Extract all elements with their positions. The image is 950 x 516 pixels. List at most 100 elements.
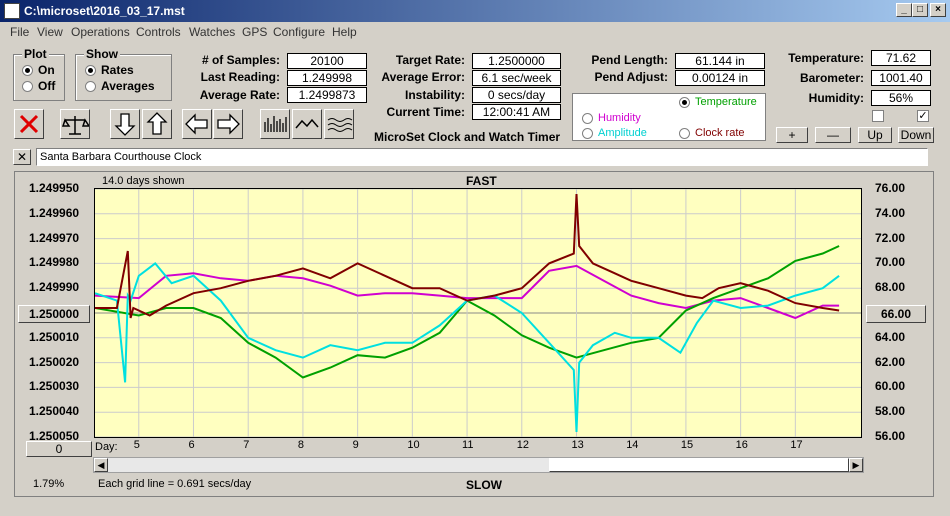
series-temperature xyxy=(94,245,840,379)
right-tick-label: 70.00 xyxy=(875,255,906,270)
pend-length-value: 61.144 in xyxy=(675,53,765,69)
window-title: C:\microset\2016_03_17.mst xyxy=(24,4,185,18)
arrow-down-button[interactable] xyxy=(110,109,140,139)
x-tick-label: 6 xyxy=(188,439,195,451)
wave-view-button[interactable] xyxy=(324,109,354,139)
barometer-value: 1001.40 xyxy=(871,70,931,86)
percent-label: 1.79% xyxy=(33,478,65,490)
stop-button[interactable] xyxy=(14,109,44,139)
scroll-thumb[interactable] xyxy=(549,458,849,472)
arrow-right-icon xyxy=(217,113,240,135)
plot-off-radio[interactable] xyxy=(22,81,33,92)
x-tick-label: 9 xyxy=(352,439,359,451)
arrow-up-button[interactable] xyxy=(142,109,172,139)
scroll-right-icon[interactable]: ▶ xyxy=(849,458,863,472)
left-tick-label: 1.250050 xyxy=(29,429,80,443)
minimize-button[interactable]: _ xyxy=(896,3,912,17)
pend-length-label: Pend Length: xyxy=(591,53,668,67)
amplitude-radio[interactable] xyxy=(582,128,593,139)
minus-button[interactable]: — xyxy=(815,127,851,143)
horizontal-scrollbar[interactable]: ◀ ▶ xyxy=(93,457,864,473)
plot-group-title: Plot xyxy=(22,47,49,61)
app-icon xyxy=(4,3,20,19)
menu-operations[interactable]: Operations xyxy=(71,25,130,39)
average-rate-label: Average Rate: xyxy=(199,88,280,102)
menu-watches[interactable]: Watches xyxy=(189,25,236,39)
show-group-title: Show xyxy=(84,47,120,61)
humidity-label: Humidity: xyxy=(808,91,864,105)
show-rates-radio[interactable] xyxy=(85,65,96,76)
plot-on-label: On xyxy=(38,63,55,77)
temperature-radio[interactable] xyxy=(679,97,690,108)
average-error-value: 6.1 sec/week xyxy=(472,70,561,86)
chart-svg xyxy=(94,188,861,438)
menu-gps[interactable]: GPS xyxy=(242,25,268,39)
menu-view[interactable]: View xyxy=(37,25,63,39)
show-averages-label: Averages xyxy=(101,79,155,93)
clear-name-button[interactable]: ✕ xyxy=(13,149,31,165)
arrow-down-icon xyxy=(114,113,136,136)
days-shown-label: 14.0 days shown xyxy=(102,175,185,187)
humidity-value: 56% xyxy=(871,90,931,106)
clock-rate-radio[interactable] xyxy=(679,128,690,139)
samples-label: # of Samples: xyxy=(201,53,280,67)
line-chart-icon xyxy=(295,118,319,129)
close-window-button[interactable]: × xyxy=(930,3,946,17)
maximize-button[interactable]: □ xyxy=(912,3,928,17)
right-tick-label: 62.00 xyxy=(875,354,906,369)
show-group: Show xyxy=(75,47,172,101)
show-rates-label: Rates xyxy=(101,63,134,77)
right-tick-label: 72.00 xyxy=(875,230,906,245)
instability-value: 0 secs/day xyxy=(472,87,561,103)
center-right-button[interactable]: 66.00 xyxy=(866,305,926,323)
center-left-button[interactable]: 1.250000 xyxy=(18,305,90,323)
slow-label: SLOW xyxy=(466,478,502,492)
left-tick-label: 1.250040 xyxy=(29,404,80,419)
left-checkbox[interactable] xyxy=(872,110,884,122)
left-tick-label: 1.250010 xyxy=(29,329,80,344)
x-tick-label: 16 xyxy=(735,439,748,451)
balance-scale-icon xyxy=(61,116,91,135)
chart-frame xyxy=(14,171,934,497)
left-tick-label: 1.249980 xyxy=(29,255,80,270)
temperature-label: Temperature: xyxy=(788,51,864,65)
humidity-option: Humidity xyxy=(598,112,641,124)
fast-label: FAST xyxy=(466,174,497,188)
line-view-button[interactable] xyxy=(292,109,322,139)
clock-name-field[interactable]: Santa Barbara Courthouse Clock xyxy=(36,148,928,166)
menu-controls[interactable]: Controls xyxy=(136,25,181,39)
app-caption: MicroSet Clock and Watch Timer xyxy=(374,130,561,144)
x-tick-label: 14 xyxy=(626,439,639,451)
temperature-option: Temperature xyxy=(695,96,757,108)
average-error-label: Average Error: xyxy=(381,70,465,84)
x-tick-label: 7 xyxy=(243,439,250,451)
menu-configure[interactable]: Configure xyxy=(273,25,326,39)
arrow-right-button[interactable] xyxy=(213,109,243,139)
right-tick-label: 60.00 xyxy=(875,379,906,394)
plot-on-radio[interactable] xyxy=(22,65,33,76)
series-selector: Temperature Humidity Amplitude Clock rat… xyxy=(572,93,766,141)
x-tick-label: 15 xyxy=(680,439,694,451)
zero-button[interactable]: 0 xyxy=(26,441,92,457)
series-clock-rate xyxy=(95,193,840,319)
samples-value: 20100 xyxy=(287,53,367,69)
menu-file[interactable]: File xyxy=(10,25,30,39)
right-checkbox[interactable]: ✓ xyxy=(917,110,929,122)
balance-button[interactable] xyxy=(60,109,91,139)
up-button[interactable]: Up xyxy=(858,127,892,143)
last-reading-value: 1.249998 xyxy=(287,70,367,86)
right-tick-label: 74.00 xyxy=(875,205,906,220)
scroll-left-icon[interactable]: ◀ xyxy=(94,458,108,472)
left-tick-label: 1.249990 xyxy=(29,280,80,295)
x-tick-label: 5 xyxy=(133,439,140,451)
plus-button[interactable]: + xyxy=(776,127,808,143)
down-button[interactable]: Down xyxy=(898,127,934,143)
menu-help[interactable]: Help xyxy=(332,25,357,39)
show-averages-radio[interactable] xyxy=(85,81,96,92)
barometer-label: Barometer: xyxy=(799,71,864,85)
arrow-left-icon xyxy=(185,113,208,135)
bars-view-button[interactable] xyxy=(260,109,290,139)
left-tick-label: 1.249970 xyxy=(29,230,80,245)
humidity-radio[interactable] xyxy=(582,113,593,124)
arrow-left-button[interactable] xyxy=(182,109,212,139)
